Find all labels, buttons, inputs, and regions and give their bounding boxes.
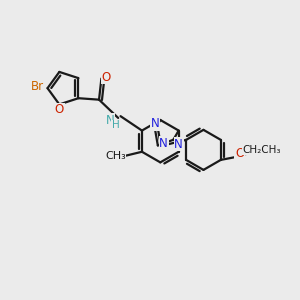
Text: N: N xyxy=(174,138,183,151)
Text: N: N xyxy=(159,136,168,150)
Text: O: O xyxy=(235,147,244,160)
Text: O: O xyxy=(102,70,111,83)
Text: Br: Br xyxy=(31,80,44,93)
Text: N: N xyxy=(151,117,159,130)
Text: CH₃: CH₃ xyxy=(105,151,126,161)
Text: CH₂CH₃: CH₂CH₃ xyxy=(242,145,281,155)
Text: N: N xyxy=(106,114,114,127)
Text: H: H xyxy=(112,120,120,130)
Text: O: O xyxy=(55,103,64,116)
